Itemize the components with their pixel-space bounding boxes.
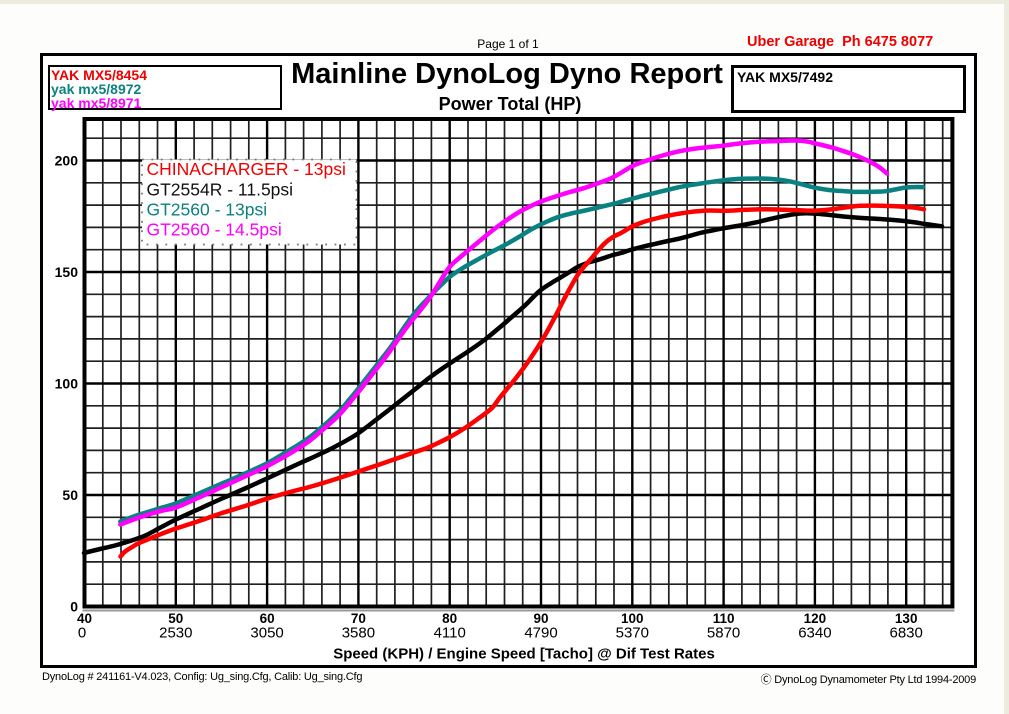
svg-text:100: 100 [621,611,644,626]
svg-text:4110: 4110 [434,624,466,641]
svg-text:GT2560 - 13psi: GT2560 - 13psi [147,200,268,220]
svg-text:90: 90 [533,611,548,626]
svg-text:5870: 5870 [707,624,740,641]
svg-text:GT2554R - 11.5psi: GT2554R - 11.5psi [147,180,294,200]
svg-text:80: 80 [442,611,457,626]
svg-text:4790: 4790 [524,624,557,641]
svg-text:130: 130 [895,611,918,626]
svg-text:0: 0 [78,624,86,641]
svg-text:120: 120 [804,611,827,626]
svg-text:200: 200 [55,152,79,168]
svg-text:3050: 3050 [250,624,283,641]
svg-text:100: 100 [55,375,79,391]
svg-text:3580: 3580 [342,624,375,641]
svg-text:5370: 5370 [616,624,649,641]
svg-text:6830: 6830 [890,624,923,641]
svg-text:50: 50 [62,487,78,503]
svg-text:110: 110 [713,611,735,626]
svg-text:50: 50 [168,611,183,626]
svg-text:CHINACHARGER - 13psi: CHINACHARGER - 13psi [147,159,346,179]
svg-text:6340: 6340 [798,624,831,641]
svg-text:60: 60 [260,611,275,626]
svg-text:0: 0 [70,598,78,614]
svg-text:150: 150 [55,264,79,280]
svg-text:70: 70 [351,611,366,626]
svg-text:2530: 2530 [159,624,192,641]
svg-text:40: 40 [77,611,92,626]
svg-text:Speed (KPH) / Engine Speed [Ta: Speed (KPH) / Engine Speed [Tacho] @ Dif… [333,646,715,663]
svg-text:GT2560 - 14.5psi: GT2560 - 14.5psi [147,220,282,240]
